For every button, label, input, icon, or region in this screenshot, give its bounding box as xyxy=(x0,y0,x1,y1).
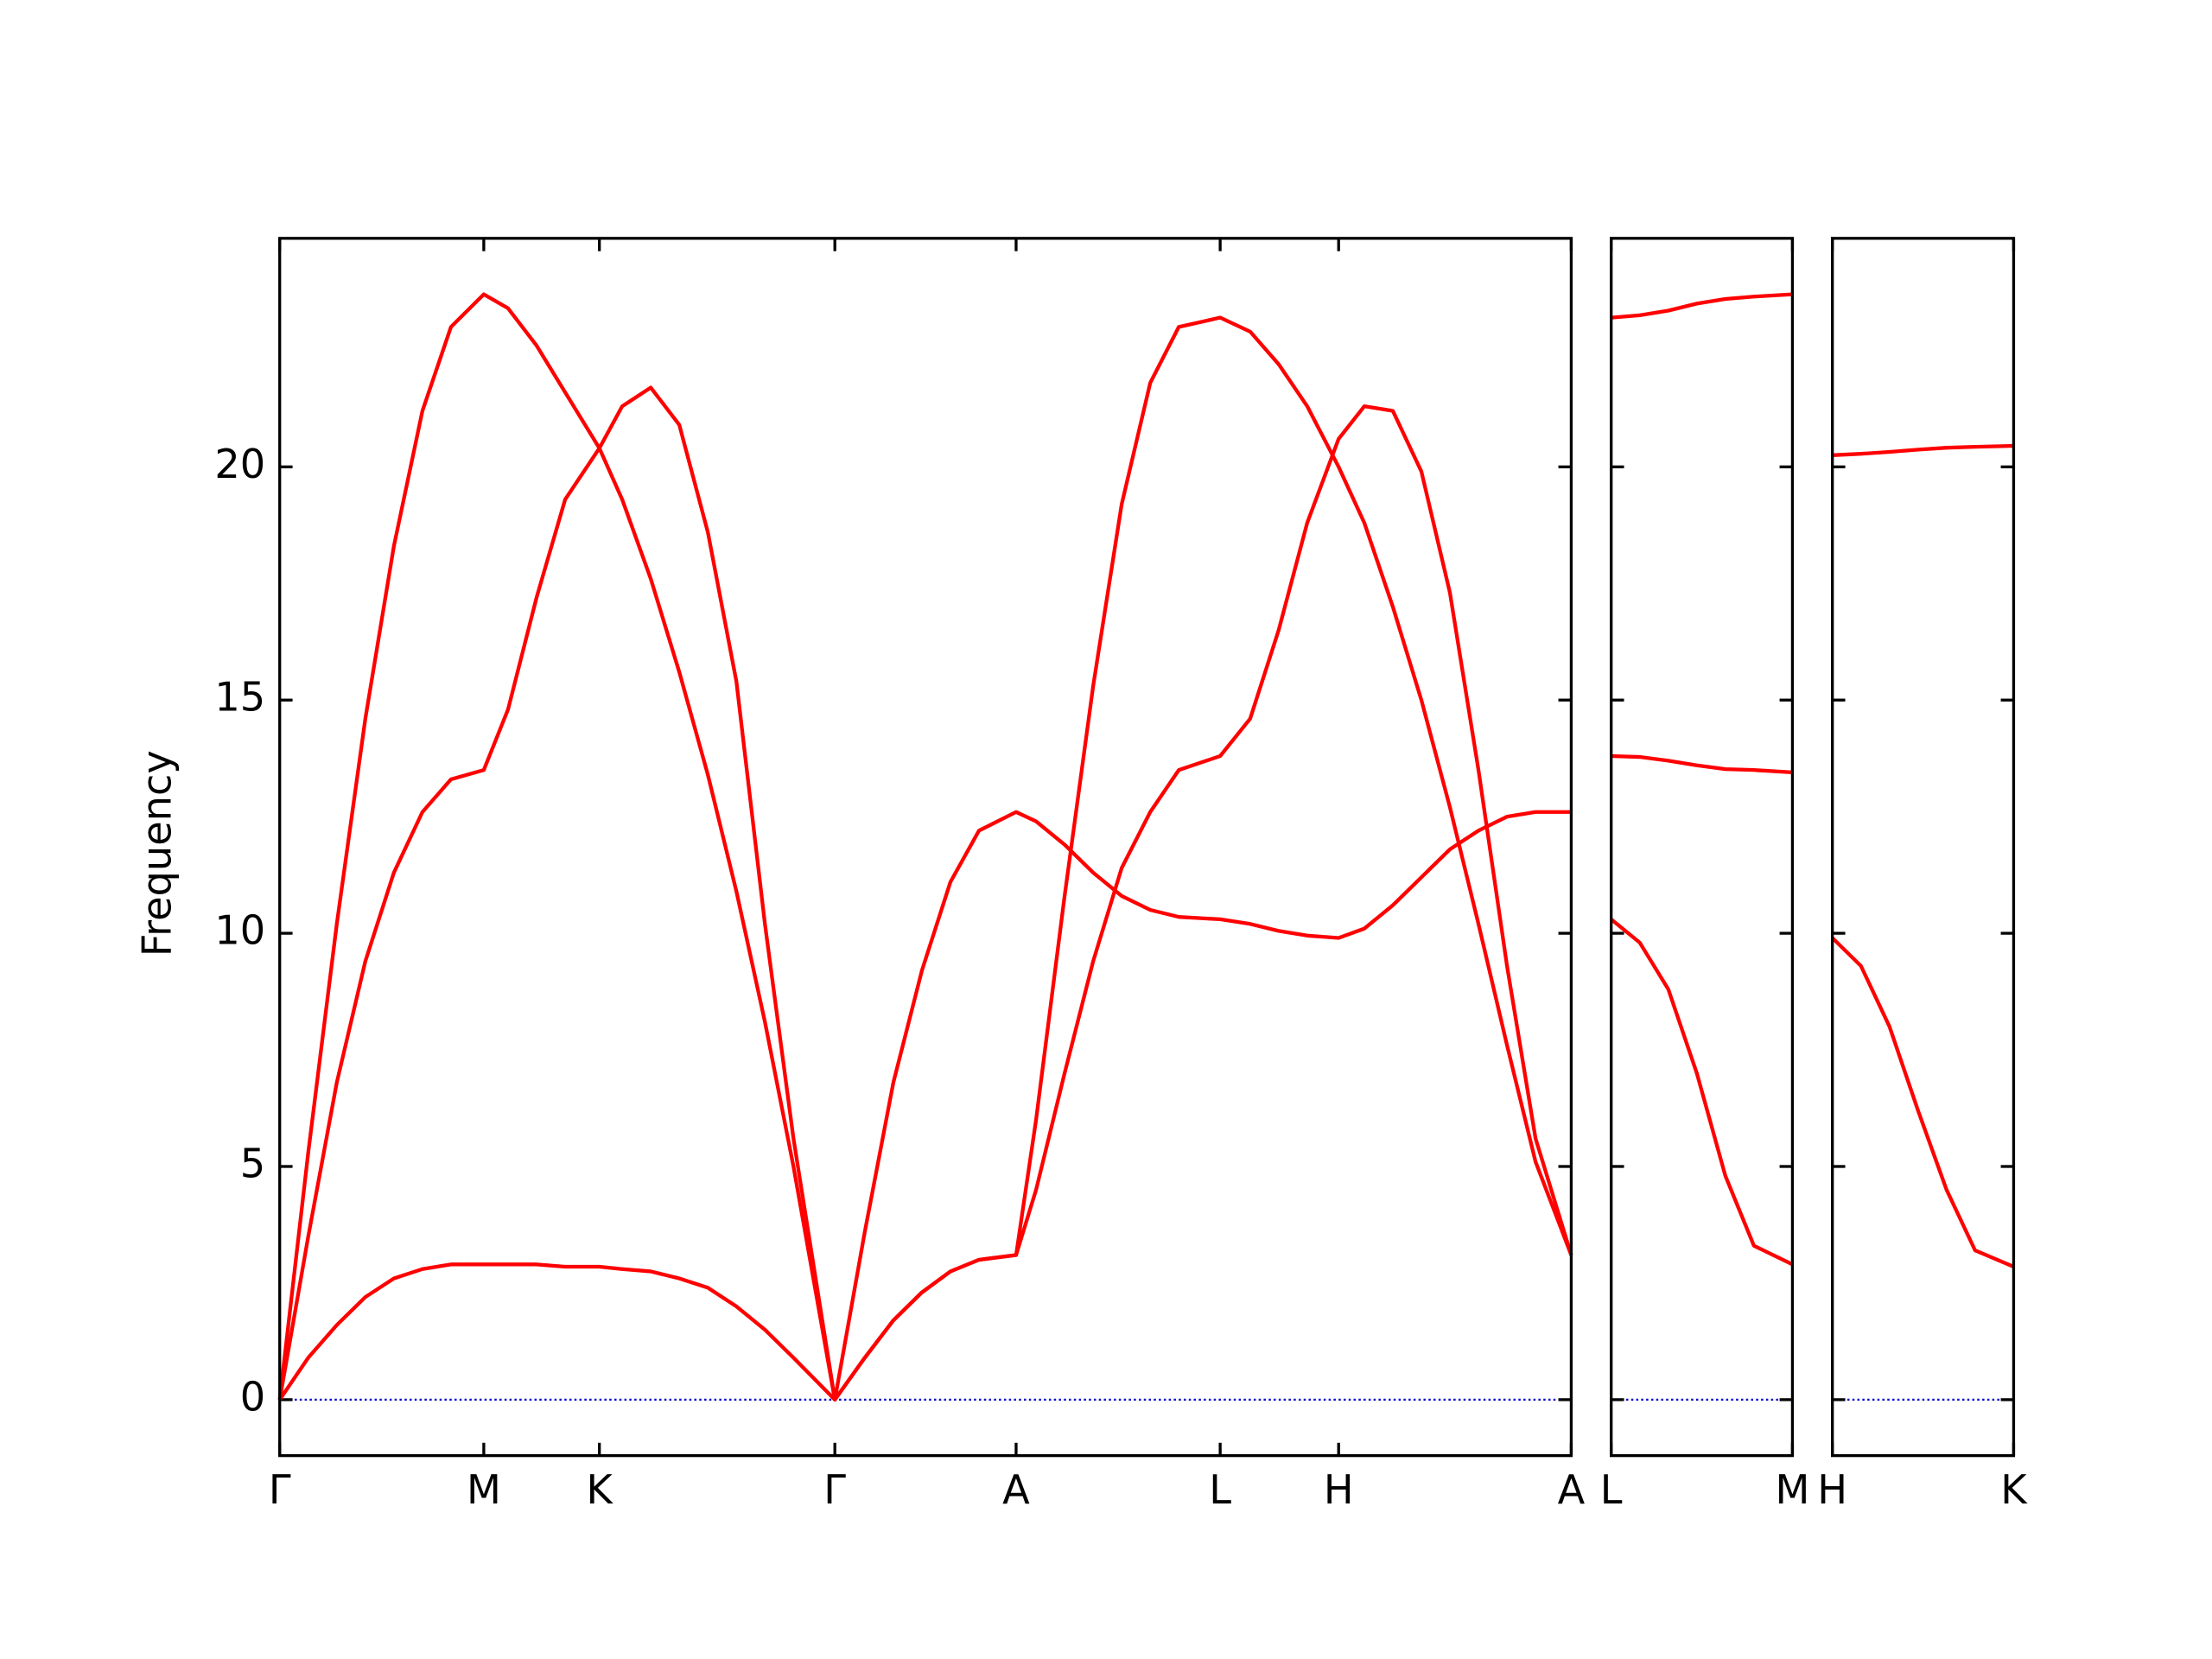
band-line xyxy=(277,385,1573,1402)
y-tick-label: 10 xyxy=(214,907,265,954)
x-tick-label: L xyxy=(1600,1466,1623,1513)
x-tick-label: A xyxy=(1558,1466,1586,1513)
axes-frame xyxy=(1831,237,2016,1458)
axes-frame xyxy=(278,237,1573,1458)
band-line xyxy=(1831,936,2015,1269)
x-tick-label: A xyxy=(1002,1466,1030,1513)
y-tick-label: 5 xyxy=(240,1140,265,1186)
x-tick-label: L xyxy=(1209,1466,1231,1513)
band-line xyxy=(277,810,1572,1402)
x-tick-label: M xyxy=(1775,1466,1809,1513)
y-axis-label: Frequency xyxy=(133,750,180,957)
x-tick-label: Γ xyxy=(269,1466,291,1513)
band-line xyxy=(1611,753,1793,775)
band-line xyxy=(1610,918,1794,1267)
x-tick-label: H xyxy=(1817,1466,1847,1513)
x-tick-label: M xyxy=(467,1466,501,1513)
y-tick-label: 15 xyxy=(214,674,265,721)
x-tick-label: Γ xyxy=(823,1466,846,1513)
y-tick-label: 0 xyxy=(240,1373,265,1420)
band-line xyxy=(1611,292,1793,320)
axes-frame xyxy=(1610,237,1795,1458)
x-tick-label: K xyxy=(587,1466,614,1513)
y-tick-label: 20 xyxy=(214,441,265,487)
x-tick-label: H xyxy=(1324,1466,1354,1513)
x-tick-label: K xyxy=(2000,1466,2028,1513)
band-line xyxy=(1832,443,2014,457)
